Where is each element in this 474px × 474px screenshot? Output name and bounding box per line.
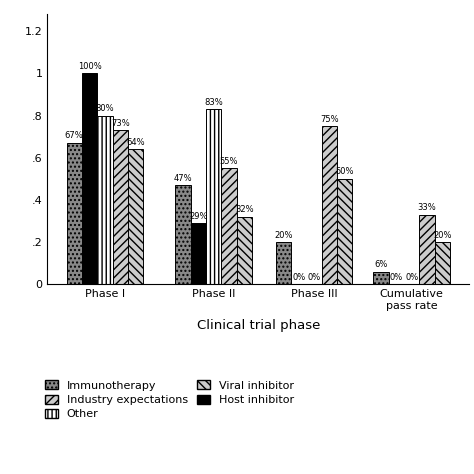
Bar — [206, 109, 221, 284]
Text: 83%: 83% — [204, 98, 223, 107]
Bar — [419, 215, 435, 284]
Bar — [276, 242, 291, 284]
Text: 47%: 47% — [173, 173, 192, 182]
Bar — [191, 223, 206, 284]
Bar — [322, 126, 337, 284]
Text: 75%: 75% — [320, 115, 339, 124]
Text: 29%: 29% — [189, 212, 208, 221]
Text: 0%: 0% — [308, 273, 321, 282]
Bar — [128, 149, 143, 284]
Text: 0%: 0% — [405, 273, 419, 282]
Bar — [66, 143, 82, 284]
Bar — [435, 242, 450, 284]
Text: 20%: 20% — [274, 231, 292, 240]
Text: 32%: 32% — [235, 205, 254, 214]
Legend: Immunotherapy, Industry expectations, Other, Viral inhibitor, Host inhibitor: Immunotherapy, Industry expectations, Ot… — [45, 380, 294, 419]
Text: 64%: 64% — [126, 138, 145, 147]
Text: 73%: 73% — [111, 119, 130, 128]
Bar — [82, 73, 97, 284]
Text: 100%: 100% — [78, 62, 101, 71]
Text: 67%: 67% — [65, 131, 83, 140]
Bar — [337, 179, 353, 284]
Text: 33%: 33% — [418, 203, 437, 212]
X-axis label: Clinical trial phase: Clinical trial phase — [197, 319, 320, 332]
Text: 0%: 0% — [390, 273, 403, 282]
Bar — [221, 168, 237, 284]
Text: 0%: 0% — [292, 273, 305, 282]
Bar — [97, 116, 113, 284]
Text: 80%: 80% — [96, 104, 114, 113]
Bar — [237, 217, 252, 284]
Bar — [113, 130, 128, 284]
Text: 20%: 20% — [433, 231, 452, 240]
Bar — [175, 185, 191, 284]
Text: 50%: 50% — [336, 167, 354, 176]
Text: 6%: 6% — [374, 260, 388, 269]
Text: 55%: 55% — [220, 157, 238, 166]
Bar — [374, 272, 389, 284]
